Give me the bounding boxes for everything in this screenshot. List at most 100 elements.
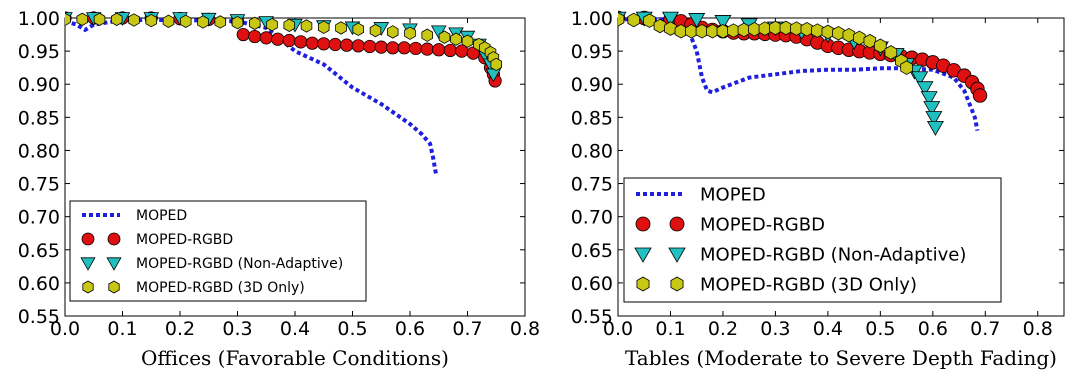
legend-marker-swatch [636,276,650,292]
data-point [443,43,457,58]
data-point [351,39,365,53]
data-point [695,23,709,39]
legend-label: MOPED [136,208,187,224]
data-point [432,43,446,57]
legend-marker-swatch [81,232,95,246]
data-point [811,23,824,38]
data-point [790,21,803,36]
y-tick-label: 0.60 [571,273,613,295]
data-point [863,33,877,49]
x-tick-label: 0.4 [813,318,843,340]
data-point [317,37,331,51]
data-point [714,15,732,30]
data-point [236,27,250,42]
legend-marker-swatch [108,280,120,294]
x-tick-label: 0.8 [510,318,540,340]
data-point [706,23,719,39]
data-point [821,24,835,40]
data-point [653,18,667,34]
legend-marker-swatch [668,247,686,263]
data-point [627,12,641,28]
chart-tables: 0.0 0.1 0.2 0.3 0.4 0.5 0.6 0.7 0.8 0.55 0.60 0.65 0… [571,8,1065,370]
data-point [283,18,296,32]
y-tick-label: 1.00 [18,8,60,30]
y-tick-label: 0.55 [18,306,60,328]
x-tick-label: 0.8 [1023,318,1053,340]
data-point [884,45,898,60]
y-tick-label: 0.80 [18,140,60,162]
data-point [294,35,308,49]
data-point [369,23,382,38]
data-point [248,29,262,44]
data-point [674,23,688,39]
data-point [461,34,474,48]
data-point [386,41,400,55]
data-point [352,22,365,36]
legend-marker-swatch [82,280,94,294]
y-tick-label: 0.95 [18,41,60,63]
legend-entry: MOPED [82,208,187,224]
data-point [688,13,706,28]
data-point [661,11,679,27]
data-point [643,13,656,28]
legend: MOPED MOPED-RGBD MOPED-RGBD (Non-Adaptive)… [69,200,367,302]
x-tick-label: 0.2 [708,318,738,340]
data-point [197,15,209,29]
data-point [911,71,929,87]
x-tick-label: 0.5 [337,318,367,340]
x-tick-label: 0.4 [280,318,310,340]
data-point [328,37,342,52]
legend-marker-swatch [669,216,685,232]
data-point [317,20,330,34]
data-point [409,41,423,56]
x-tick-label: 0.7 [452,318,482,340]
x-tick-label: 0.1 [655,318,685,340]
data-point [179,14,192,28]
series-line [618,17,980,131]
data-point [76,12,89,26]
series-line [65,18,438,174]
chart-offices: 0.0 0.1 0.2 0.3 0.4 0.5 0.6 0.7 0.8 0.55 0.60 0.65 0… [18,8,540,370]
data-point [374,40,388,54]
series-moped-rgbd-3d-only [618,12,913,75]
y-tick-label: 0.55 [571,306,613,328]
data-point [737,22,751,38]
x-tick-label: 0.6 [395,318,425,340]
legend-label: MOPED-RGBD (3D Only) [136,280,305,296]
y-tick-label: 0.60 [18,273,60,295]
data-point [438,30,451,44]
legend-marker-swatch [107,232,121,246]
data-point [853,30,866,46]
y-tick-label: 0.75 [571,174,613,196]
data-point [832,25,845,41]
data-point [685,23,698,39]
series-moped-rgbd-3d-only [65,12,503,72]
legend-marker-swatch [80,257,96,271]
legend: MOPED MOPED-RGBD MOPED-RGBD (Non-Adaptive)… [623,177,1002,303]
legend-marker-swatch [670,276,684,292]
legend-entry: MOPED-RGBD [635,214,825,235]
x-tick-label: 0.5 [865,318,895,340]
data-point [128,13,140,27]
data-point [769,20,782,36]
y-tick-label: 0.70 [18,207,60,229]
data-point [266,17,278,32]
data-point [900,60,913,75]
legend-label: MOPED-RGBD [700,214,825,235]
data-point [925,111,943,126]
data-point [450,32,462,46]
data-point [93,12,106,26]
data-point [271,32,285,46]
data-point [248,16,261,30]
data-point [920,91,938,107]
legend-label: MOPED-RGBD (Non-Adaptive) [700,244,966,265]
data-point [758,21,772,36]
x-tick-label: 0.7 [970,318,1000,340]
legend-marker-swatch [106,257,122,271]
y-tick-label: 0.85 [571,107,613,129]
data-point [916,81,934,97]
legend-label: MOPED-RGBD (Non-Adaptive) [136,256,343,272]
data-point [65,12,71,26]
y-tick-label: 0.65 [18,240,60,262]
